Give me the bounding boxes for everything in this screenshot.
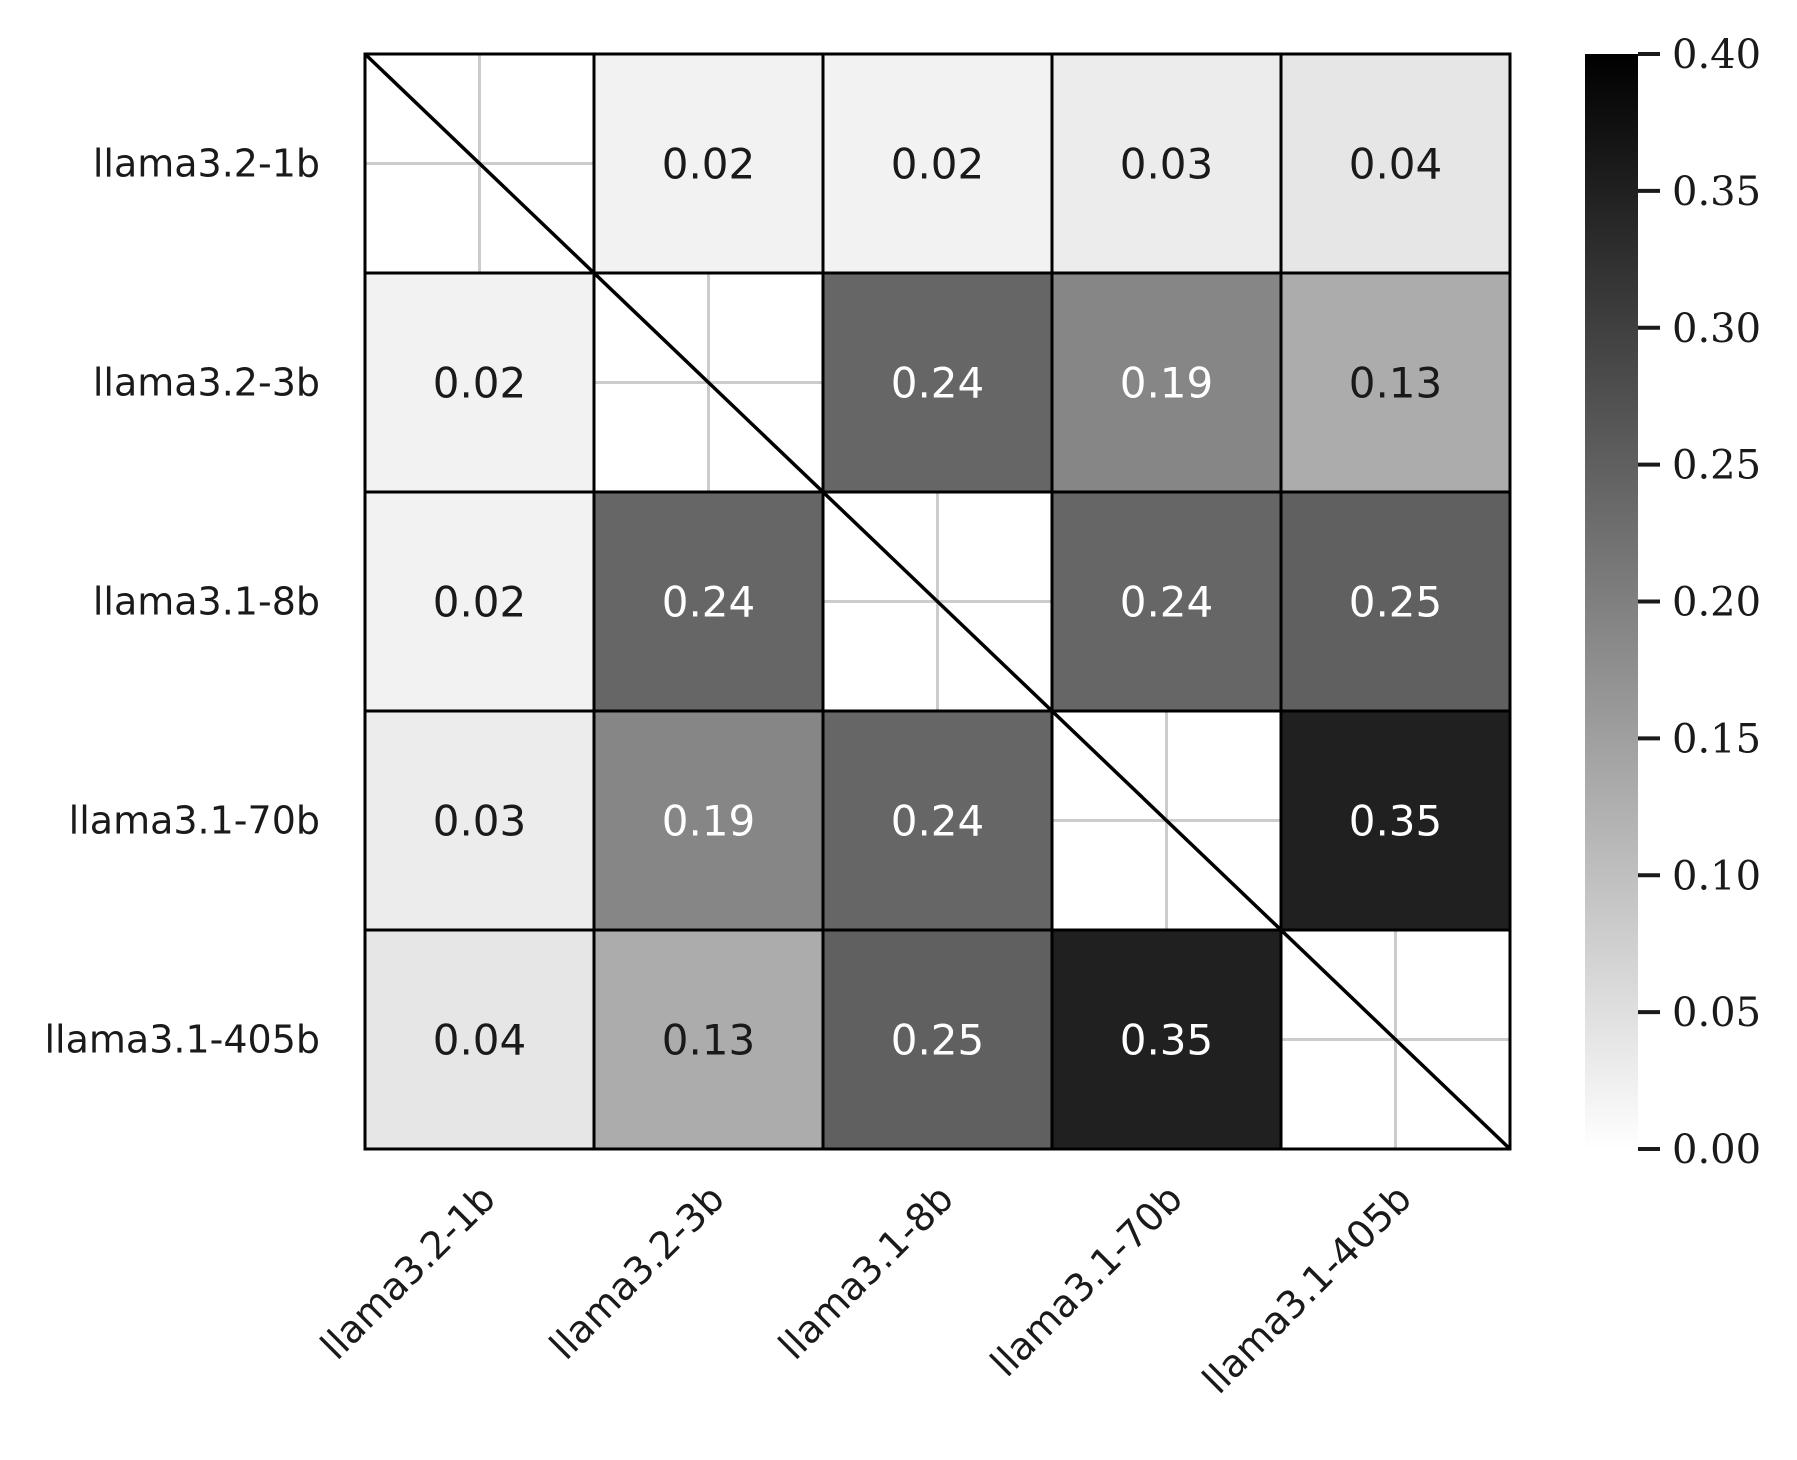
x-tick-label: llama3.1-8b xyxy=(770,1176,962,1368)
x-tick-label: llama3.2-3b xyxy=(541,1176,733,1368)
heatmap-cell-value: 0.19 xyxy=(1120,359,1214,408)
heatmap-cell-value: 0.25 xyxy=(1349,578,1443,627)
y-tick-label: llama3.2-1b xyxy=(93,142,320,186)
heatmap-cell xyxy=(1279,490,1512,713)
x-tick-label: llama3.2-1b xyxy=(312,1176,504,1368)
colorbar-tick-label: 0.30 xyxy=(1672,306,1761,352)
heatmap-cell xyxy=(363,271,596,494)
heatmap-cell-value: 0.35 xyxy=(1349,797,1443,846)
colorbar: 0.00 0.05 0.10 0.15 0.20 0.25 0.30 0.35 0.40 xyxy=(1585,32,1761,1173)
colorbar-tick-label: 0.20 xyxy=(1672,580,1761,626)
y-tick-label: llama3.1-8b xyxy=(93,580,320,624)
heatmap-cell-value: 0.24 xyxy=(891,359,985,408)
heatmap-cell-value: 0.19 xyxy=(662,797,756,846)
colorbar-tick-label: 0.40 xyxy=(1672,32,1761,78)
heatmap-cell-value: 0.25 xyxy=(891,1016,985,1065)
heatmap-cells xyxy=(363,52,1512,1151)
y-tick-label: llama3.1-70b xyxy=(69,799,320,843)
y-tick-label: llama3.1-405b xyxy=(45,1018,321,1062)
heatmap-cell xyxy=(821,928,1054,1151)
heatmap-cell xyxy=(592,52,825,275)
colorbar-tick-label: 0.25 xyxy=(1672,443,1761,489)
heatmap-cell xyxy=(1279,709,1512,932)
heatmap-cell-value: 0.03 xyxy=(433,797,527,846)
colorbar-tick-label: 0.05 xyxy=(1672,990,1761,1036)
heatmap-cell-value: 0.02 xyxy=(891,140,985,189)
colorbar-gradient xyxy=(1585,54,1638,1149)
heatmap-cell xyxy=(1050,490,1283,713)
heatmap-cell xyxy=(1050,928,1283,1151)
heatmap-cell-value: 0.24 xyxy=(1120,578,1214,627)
heatmap-cell-value: 0.02 xyxy=(433,578,527,627)
heatmap-cell-value: 0.24 xyxy=(662,578,756,627)
colorbar-tick-label: 0.15 xyxy=(1672,716,1761,762)
x-tick-label: llama3.1-70b xyxy=(982,1176,1191,1385)
colorbar-tick-label: 0.10 xyxy=(1672,853,1761,899)
heatmap-cell-value: 0.02 xyxy=(433,359,527,408)
heatmap-cell-value: 0.04 xyxy=(1349,140,1443,189)
heatmap-cell-value: 0.03 xyxy=(1120,140,1214,189)
x-tick-label: llama3.1-405b xyxy=(1194,1176,1420,1402)
colorbar-tick-label: 0.00 xyxy=(1672,1127,1761,1173)
heatmap-cell xyxy=(821,709,1054,932)
heatmap-cell-value: 0.02 xyxy=(662,140,756,189)
heatmap-cell xyxy=(1050,271,1283,494)
plot-frame xyxy=(363,52,1512,1151)
heatmap-cell-value: 0.04 xyxy=(433,1016,527,1065)
heatmap-cell xyxy=(1050,52,1283,275)
heatmap-cell xyxy=(363,928,596,1151)
heatmap-cell xyxy=(821,52,1054,275)
heatmap-cell-value: 0.35 xyxy=(1120,1016,1214,1065)
heatmap-cell xyxy=(592,928,825,1151)
colorbar-tick-label: 0.35 xyxy=(1672,169,1761,215)
heatmap-cell xyxy=(1279,52,1512,275)
heatmap-cell-value: 0.13 xyxy=(662,1016,756,1065)
y-tick-label: llama3.2-3b xyxy=(93,361,320,405)
heatmap-value-labels: 0.02 0.02 0.03 0.04 0.02 0.24 0.19 0.13 0.02 0.24… xyxy=(433,140,1443,1065)
heatmap-cell xyxy=(1279,271,1512,494)
heatmap-cell-value: 0.24 xyxy=(891,797,985,846)
heatmap-cell xyxy=(592,490,825,713)
diagonal-line xyxy=(363,52,1512,1151)
heatmap-cell-value: 0.13 xyxy=(1349,359,1443,408)
